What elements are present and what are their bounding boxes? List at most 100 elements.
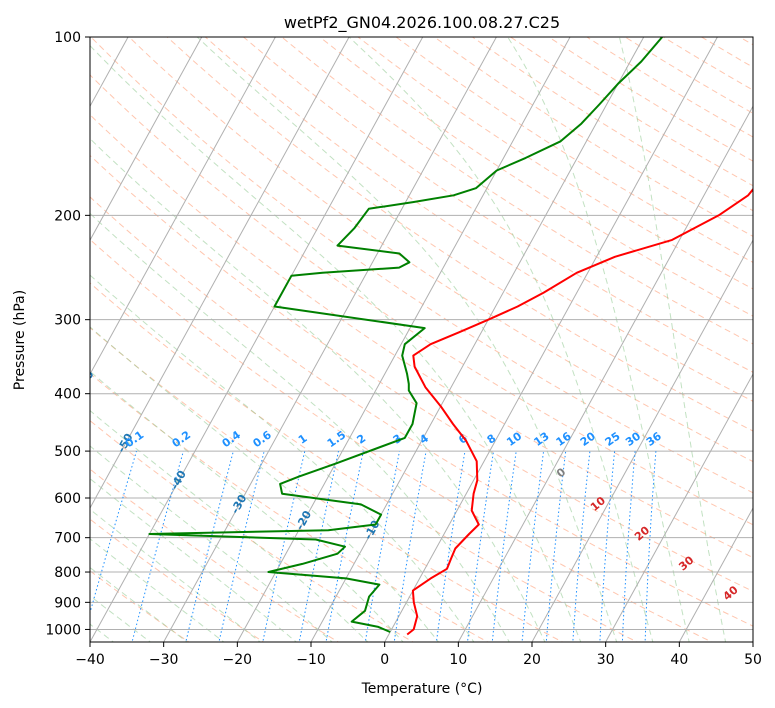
x-tick-label: −30: [149, 652, 179, 668]
isotherm: [90, 37, 276, 376]
isotherm: [384, 37, 718, 642]
mixing-ratio-line: [298, 450, 339, 642]
dry-adiabat: [90, 372, 489, 642]
moist-adiabat: [90, 566, 189, 642]
moist-adiabat: [90, 478, 298, 642]
y-tick-label: 500: [54, 444, 81, 460]
mixing-ratio-label: 0.4: [220, 428, 244, 450]
isotherm: [531, 239, 753, 642]
moist-adiabat: [90, 137, 546, 642]
dry-adiabat: [90, 327, 564, 642]
x-tick-label: 20: [523, 652, 541, 668]
mixing-ratio-line: [621, 451, 636, 642]
axis-ticks: −40 −30 −20 −10 0 10 20 30 40 5010009008007006005…: [45, 30, 762, 668]
isotherm: [605, 373, 753, 642]
mixing-ratio-label: 20: [578, 429, 598, 449]
isotherm: [90, 37, 350, 510]
mixing-ratio-label: 1: [296, 432, 310, 447]
dry-adiabat: [319, 37, 753, 317]
moist-adiabat: [196, 37, 618, 642]
mixing-ratio-line: [90, 450, 137, 615]
x-tick-label: 0: [380, 652, 389, 668]
dry-adiabat: [701, 37, 753, 68]
y-axis-label: Pressure (hPa): [12, 290, 28, 390]
x-tick-label: −10: [296, 652, 326, 668]
dry-adiabat: [90, 518, 265, 642]
dry-adiabat: [90, 570, 190, 642]
dry-adiabat: [90, 420, 414, 642]
isotherm: [236, 37, 571, 642]
moist-adiabat: [90, 445, 333, 642]
mixing-ratio-label: 13: [532, 430, 552, 449]
dry-adiabat-label: 30: [676, 553, 696, 573]
moist-adiabat: [90, 326, 440, 642]
isotherm: [457, 105, 753, 642]
dry-adiabat: [90, 154, 753, 592]
dry-adiabat: [739, 37, 753, 46]
dry-adiabat-label: 0: [554, 465, 568, 480]
isotherm-label: -90: [0, 132, 5, 156]
moist-adiabat: [90, 370, 404, 642]
y-tick-label: 800: [54, 565, 81, 581]
mixing-ratio-line: [572, 451, 591, 642]
plot-frame: [89, 36, 754, 643]
temperature-line: [406, 187, 753, 636]
x-tick-label: 50: [744, 652, 762, 668]
isotherm: [678, 507, 753, 642]
isotherm-label: -20: [293, 508, 314, 532]
mixing-ratio-line: [131, 450, 184, 642]
isotherm-label: -10: [362, 518, 383, 542]
mixing-ratio-line: [393, 451, 427, 642]
line-labels: -100-90-80-70-60-50-40-30-20-100.10.20.4…: [0, 132, 741, 603]
moist-adiabat: [507, 37, 690, 642]
isotherm: [0, 10, 69, 654]
dewpoint-line: [148, 37, 663, 633]
isotherm-label: -70: [45, 290, 66, 314]
x-axis-label: Temperature (°C): [361, 681, 483, 697]
isotherm-label: -60: [76, 368, 97, 392]
dry-adiabat-label: 10: [588, 494, 608, 514]
x-tick-label: 10: [449, 652, 467, 668]
mixing-ratio-line: [545, 451, 567, 642]
mixing-ratio-line: [466, 451, 494, 642]
dry-adiabat: [357, 37, 753, 290]
x-tick-label: 40: [670, 652, 688, 668]
series-layer: [148, 37, 753, 636]
y-tick-label: 600: [54, 491, 81, 507]
y-tick-label: 900: [54, 595, 81, 611]
isotherm: [163, 37, 497, 642]
mixing-ratio-line: [599, 451, 616, 642]
moist-adiabat: [618, 37, 727, 642]
x-tick-label: −20: [223, 652, 253, 668]
mixing-ratio-label: 2: [354, 432, 368, 447]
mixing-ratio-label: 0.2: [170, 428, 193, 450]
y-tick-label: 700: [54, 531, 81, 547]
y-tick-label: 200: [54, 208, 81, 224]
dry-adiabat: [90, 114, 753, 559]
isotherm: [752, 640, 753, 642]
mixing-ratio-line: [262, 450, 306, 642]
x-tick-label: 30: [597, 652, 615, 668]
dry-adiabat: [90, 196, 753, 627]
isotherm: [90, 37, 424, 642]
mixing-ratio-line: [364, 451, 400, 642]
isotherm-label: -80: [21, 199, 42, 223]
dry-adiabat: [90, 74, 753, 526]
dry-adiabat: [128, 37, 753, 463]
y-tick-label: 100: [54, 30, 81, 46]
dry-adiabat: [204, 37, 753, 402]
dry-adiabat: [434, 37, 753, 237]
isotherm: [90, 37, 203, 242]
dry-adiabat-label: 40: [721, 583, 741, 603]
mixing-ratio-label: 25: [603, 430, 623, 449]
y-tick-label: 400: [54, 387, 81, 403]
moist-adiabat: [90, 212, 510, 642]
isotherm-label: -30: [228, 492, 249, 516]
dry-adiabat: [662, 37, 753, 91]
dry-adiabat: [90, 468, 340, 642]
background-lines: [0, 10, 753, 654]
moist-adiabat: [90, 538, 225, 642]
mixing-ratio-line: [325, 451, 364, 642]
mixing-ratio-line: [218, 450, 265, 642]
